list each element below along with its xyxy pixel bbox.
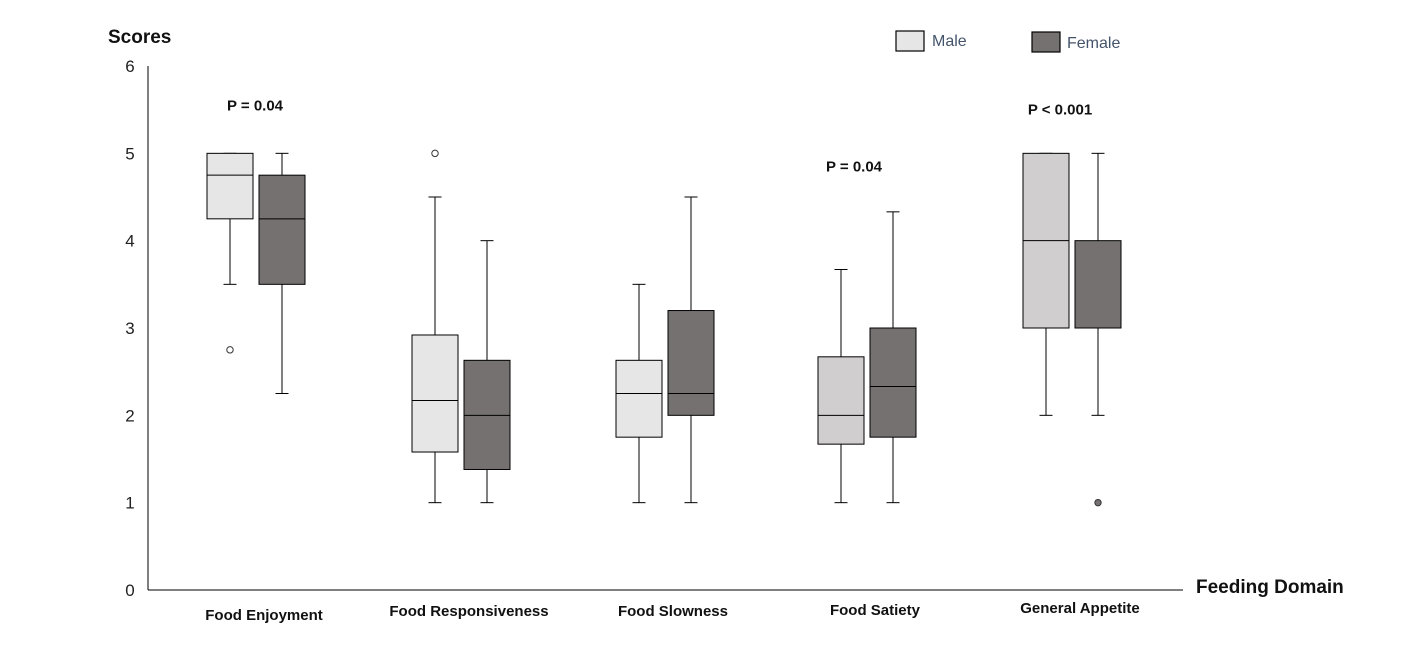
box-female: [258, 152, 306, 394]
y-tick-label: 0: [125, 581, 134, 600]
y-tick-label: 5: [125, 144, 134, 163]
category-label: General Appetite: [1020, 600, 1139, 617]
boxes: [206, 149, 1122, 507]
category-label: Food Satiety: [830, 602, 921, 619]
legend-swatch-female: [1031, 31, 1061, 53]
box-male: [1022, 152, 1070, 416]
p-value-annotation: P < 0.001: [1028, 102, 1092, 119]
y-axis-title: Scores: [108, 27, 171, 48]
legend: Male Female: [895, 30, 1120, 53]
iqr-box: [869, 327, 917, 438]
y-tick-label: 4: [125, 232, 134, 251]
y-tick-label: 2: [125, 406, 134, 425]
box-male: [817, 268, 865, 504]
outlier-point: [226, 346, 234, 354]
iqr-box: [411, 334, 459, 453]
box-female: [869, 211, 917, 504]
box-male: [615, 283, 663, 504]
y-tick-label: 6: [125, 57, 134, 76]
p-value-annotation: P = 0.04: [826, 158, 883, 175]
iqr-box: [1074, 240, 1122, 329]
x-axis-title: Feeding Domain: [1196, 577, 1344, 598]
y-tick-label: 1: [125, 494, 134, 513]
box-male: [411, 149, 459, 504]
legend-label-female: Female: [1067, 35, 1120, 52]
iqr-box: [206, 152, 254, 220]
outlier-point: [431, 149, 439, 158]
box-female: [667, 196, 715, 504]
p-value-annotation: P = 0.04: [227, 97, 284, 114]
outlier-point: [1094, 498, 1102, 507]
category-labels: Food Enjoyment Food Responsiveness Food Sl…: [205, 600, 1139, 624]
box-female: [463, 240, 511, 504]
category-label: Food Responsiveness: [389, 603, 548, 620]
annotations: P = 0.04 P = 0.04 P < 0.001: [227, 97, 1092, 175]
iqr-box: [817, 356, 865, 445]
box-male: [206, 152, 254, 354]
legend-label-male: Male: [932, 33, 967, 50]
iqr-box: [615, 359, 663, 438]
y-tick-label: 3: [125, 319, 134, 338]
iqr-box: [258, 174, 306, 285]
category-label: Food Enjoyment: [205, 607, 323, 624]
legend-swatch-male: [895, 30, 925, 52]
iqr-box: [667, 310, 715, 416]
category-label: Food Slowness: [618, 603, 728, 620]
y-tick-labels: 0 1 2 3 4 5 6: [125, 57, 134, 600]
box-female: [1074, 152, 1122, 507]
